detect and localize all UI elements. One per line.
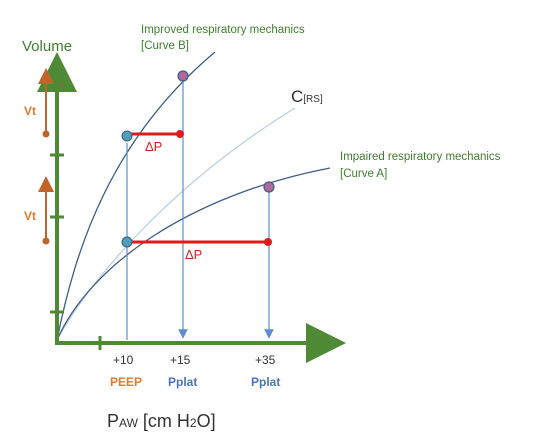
vt-label-upper: Vt bbox=[24, 104, 36, 118]
x-tick-label-15: +15 bbox=[170, 353, 191, 367]
x-tick-label-35: +35 bbox=[255, 353, 276, 367]
vt-label-lower: Vt bbox=[24, 209, 36, 223]
point-peep-a bbox=[121, 236, 133, 248]
delta-p-label-b: ΔP bbox=[145, 139, 162, 154]
x-axis-label: PAW [cm H2O] bbox=[107, 411, 216, 431]
vt-dot-lower bbox=[42, 237, 50, 245]
point-peep-b bbox=[121, 130, 133, 142]
x-axis-label-h2o-sub: 2 bbox=[190, 416, 197, 430]
x-axis-label-aw: AW bbox=[119, 416, 139, 430]
crs-curve bbox=[56, 107, 296, 341]
x-axis-label-unit-close: O] bbox=[197, 411, 216, 431]
curve-a-subtitle: [Curve A] bbox=[340, 168, 387, 180]
curve-a bbox=[56, 167, 331, 341]
vt-dot-upper bbox=[42, 130, 50, 138]
curve-a-title: Impaired respiratory mechanics bbox=[340, 151, 501, 163]
x-axis-label-unit: [cm H bbox=[138, 411, 190, 431]
delta-p-label-a: ΔP bbox=[185, 247, 202, 262]
x-tick-label-10: +10 bbox=[113, 353, 134, 367]
y-axis-label: Volume bbox=[22, 38, 72, 55]
curve-b bbox=[56, 51, 216, 341]
peep-label: PEEP bbox=[110, 375, 142, 389]
pressure-end-dot-b bbox=[176, 130, 184, 138]
x-axis-label-p: P bbox=[107, 411, 119, 431]
point-pplat-a bbox=[263, 181, 275, 193]
point-pplat-b bbox=[177, 70, 189, 82]
crs-main: C bbox=[291, 87, 303, 106]
crs-label: C[RS] bbox=[291, 87, 323, 106]
crs-sub: [RS] bbox=[303, 94, 323, 105]
pplat-b-label: Pplat bbox=[168, 375, 197, 389]
curve-b-subtitle: [Curve B] bbox=[141, 40, 189, 52]
pressure-end-dot-a bbox=[264, 238, 272, 246]
pplat-a-label: Pplat bbox=[251, 375, 280, 389]
curve-b-title: Improved respiratory mechanics bbox=[141, 24, 305, 36]
